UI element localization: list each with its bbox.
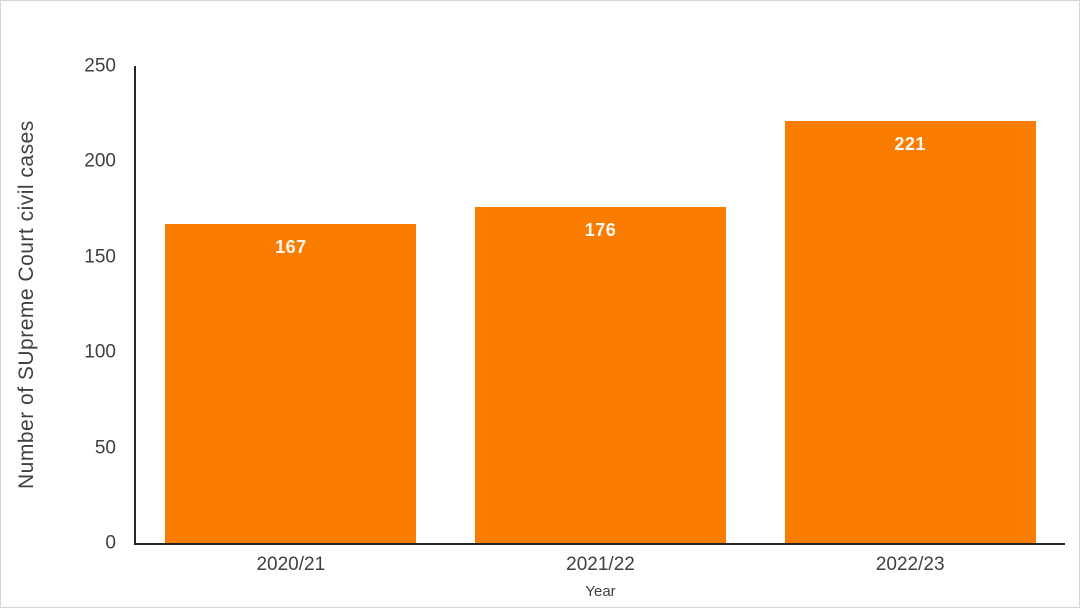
plot-area: 167 176 221 (134, 66, 1065, 545)
y-axis-ticks: 0 50 100 150 200 250 (1, 57, 116, 553)
x-tick-label: 2020/21 (256, 554, 326, 575)
y-tick-label: 250 (84, 55, 116, 77)
y-tick-label: 100 (84, 341, 116, 363)
x-tick-label: 2021/22 (566, 554, 635, 575)
bar-2022/23: 221 (784, 121, 1036, 543)
y-tick-label: 0 (105, 532, 116, 554)
bar-data-label: 221 (894, 134, 926, 155)
x-axis-ticks: 2020/21 2021/22 2022/23 (136, 555, 1065, 574)
bar-data-label: 176 (584, 220, 617, 241)
bar-2020/21: 167 (165, 224, 417, 543)
y-tick-label: 50 (94, 437, 116, 459)
bar-2021/22: 176 (475, 207, 726, 543)
bar-slot: 176 (446, 66, 756, 543)
y-tick-label: 150 (84, 246, 116, 268)
x-axis-title: Year (585, 583, 616, 600)
bar-slot: 221 (755, 66, 1065, 543)
y-tick-label: 200 (84, 150, 116, 172)
bar-slot: 167 (136, 66, 446, 543)
bar-data-label: 167 (275, 237, 307, 258)
x-tick-label: 2022/23 (875, 554, 945, 575)
